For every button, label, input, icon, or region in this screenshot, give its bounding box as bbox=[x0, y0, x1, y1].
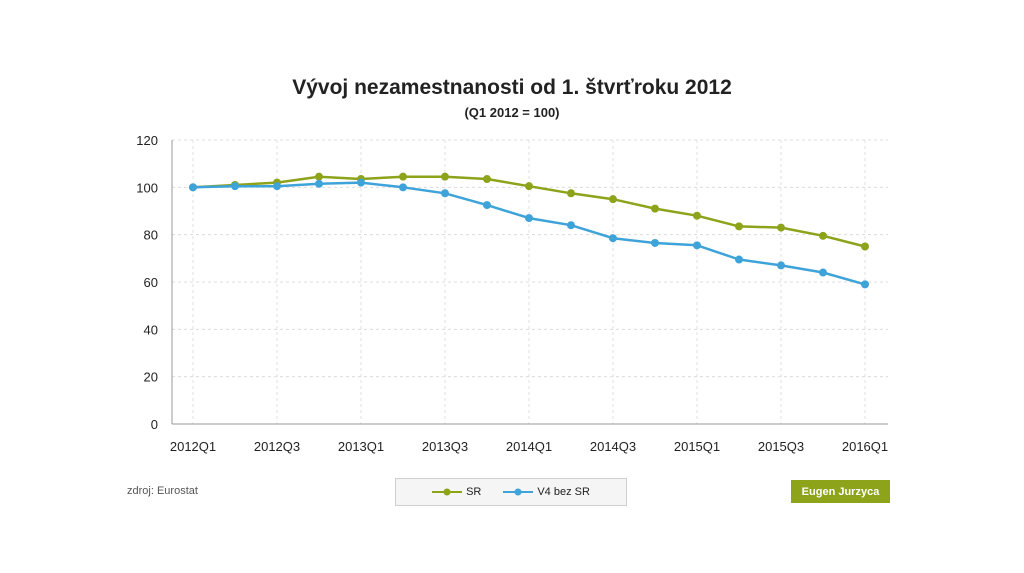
legend-item-sr: SR bbox=[432, 486, 481, 498]
data-point-series-1 bbox=[399, 183, 407, 192]
data-point-series-0 bbox=[441, 172, 449, 181]
y-tick-label: 80 bbox=[144, 228, 158, 243]
data-point-series-0 bbox=[861, 242, 869, 251]
y-tick-label: 0 bbox=[151, 417, 158, 432]
data-point-series-1 bbox=[567, 221, 575, 230]
legend: SR V4 bez SR bbox=[395, 478, 627, 506]
data-point-series-0 bbox=[483, 175, 491, 184]
data-point-series-1 bbox=[735, 255, 743, 264]
data-point-series-1 bbox=[441, 189, 449, 198]
author-badge: Eugen Jurzyca bbox=[791, 480, 890, 503]
legend-swatch-sr bbox=[432, 488, 463, 496]
data-point-series-0 bbox=[819, 231, 827, 240]
legend-item-v4: V4 bez SR bbox=[503, 486, 590, 498]
x-tick-label: 2013Q1 bbox=[338, 439, 384, 454]
y-tick-label: 120 bbox=[136, 133, 158, 148]
data-point-series-1 bbox=[483, 201, 491, 210]
data-point-series-0 bbox=[693, 211, 701, 220]
data-point-series-1 bbox=[357, 178, 365, 187]
source-note: zdroj: Eurostat bbox=[127, 485, 198, 497]
x-tick-label: 2012Q1 bbox=[170, 439, 216, 454]
data-point-series-1 bbox=[231, 182, 239, 191]
legend-label-v4: V4 bez SR bbox=[537, 486, 590, 498]
y-tick-label: 60 bbox=[144, 275, 158, 290]
x-tick-label: 2014Q3 bbox=[590, 439, 636, 454]
data-point-series-0 bbox=[399, 172, 407, 181]
data-point-series-0 bbox=[777, 223, 785, 232]
chart-subtitle: (Q1 2012 = 100) bbox=[464, 105, 560, 120]
data-point-series-1 bbox=[819, 268, 827, 277]
data-point-series-0 bbox=[525, 182, 533, 191]
data-point-series-1 bbox=[651, 238, 659, 247]
y-tick-label: 20 bbox=[144, 370, 158, 385]
chart-title: Vývoj nezamestnanosti od 1. štvrťroku 20… bbox=[292, 76, 732, 99]
data-point-series-0 bbox=[567, 189, 575, 198]
y-tick-label: 40 bbox=[144, 322, 158, 337]
data-point-series-0 bbox=[315, 172, 323, 181]
data-point-series-1 bbox=[861, 280, 869, 289]
x-tick-label: 2015Q1 bbox=[674, 439, 720, 454]
x-tick-label: 2013Q3 bbox=[422, 439, 468, 454]
data-point-series-1 bbox=[189, 183, 197, 192]
x-tick-label: 2012Q3 bbox=[254, 439, 300, 454]
data-point-series-1 bbox=[777, 261, 785, 270]
data-point-series-1 bbox=[315, 179, 323, 188]
data-point-series-0 bbox=[735, 222, 743, 231]
x-tick-label: 2014Q1 bbox=[506, 439, 552, 454]
data-point-series-1 bbox=[693, 241, 701, 250]
x-tick-label: 2015Q3 bbox=[758, 439, 804, 454]
series-line-1 bbox=[192, 181, 866, 286]
y-tick-label: 100 bbox=[136, 180, 158, 195]
x-tick-label: 2016Q1 bbox=[842, 439, 888, 454]
data-point-series-1 bbox=[273, 182, 281, 191]
legend-swatch-v4 bbox=[503, 488, 534, 496]
data-point-series-0 bbox=[609, 195, 617, 204]
legend-label-sr: SR bbox=[466, 486, 482, 498]
data-point-series-0 bbox=[651, 204, 659, 213]
data-point-series-1 bbox=[609, 234, 617, 243]
data-point-series-1 bbox=[525, 214, 533, 223]
